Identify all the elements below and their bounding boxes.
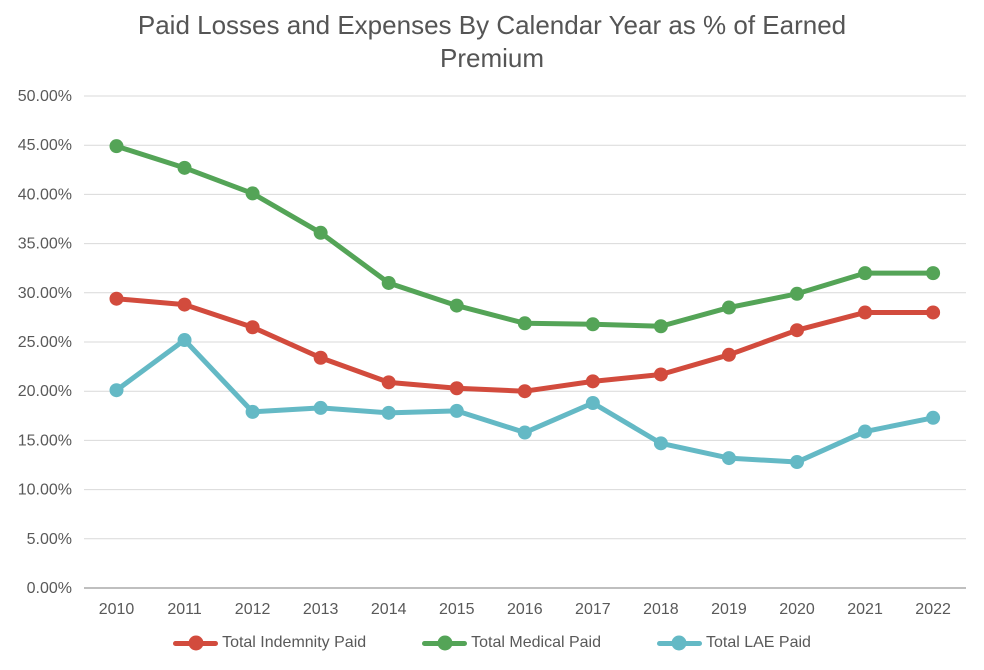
data-point-total-medical-paid-2014 bbox=[381, 275, 396, 290]
x-tick-label: 2010 bbox=[99, 601, 135, 618]
data-point-total-medical-paid-2017 bbox=[585, 317, 600, 332]
legend-dot-icon bbox=[437, 635, 453, 651]
data-point-total-medical-paid-2020 bbox=[790, 286, 804, 301]
x-tick-label: 2017 bbox=[575, 601, 611, 618]
data-point-total-indemnity-paid-2013 bbox=[313, 350, 328, 365]
data-point-total-indemnity-paid-2012 bbox=[245, 320, 260, 335]
x-tick-label: 2021 bbox=[847, 601, 883, 618]
data-point-total-indemnity-paid-2020 bbox=[790, 323, 804, 338]
legend-label: Total Medical Paid bbox=[471, 634, 601, 651]
legend-item-total-lae-paid: Total LAE Paid bbox=[656, 634, 811, 652]
x-tick-label: 2014 bbox=[371, 601, 407, 618]
data-point-total-indemnity-paid-2016 bbox=[517, 384, 532, 399]
x-tick-label: 2012 bbox=[235, 601, 271, 618]
data-point-total-medical-paid-2010 bbox=[109, 139, 124, 154]
data-point-total-medical-paid-2019 bbox=[721, 300, 736, 315]
data-point-total-indemnity-paid-2018 bbox=[653, 367, 668, 382]
data-point-total-indemnity-paid-2022 bbox=[926, 305, 941, 320]
chart-title: Paid Losses and Expenses By Calendar Yea… bbox=[0, 9, 984, 75]
chart-title-line-1: Paid Losses and Expenses By Calendar Yea… bbox=[137, 10, 847, 40]
data-point-total-medical-paid-2018 bbox=[653, 319, 668, 334]
legend-dot-icon bbox=[671, 635, 687, 651]
x-tick-label: 2020 bbox=[779, 601, 815, 618]
y-tick-label: 10.00% bbox=[18, 482, 72, 499]
data-point-total-medical-paid-2011 bbox=[177, 160, 192, 175]
y-tick-label: 15.00% bbox=[18, 432, 72, 449]
data-point-total-lae-paid-2021 bbox=[858, 424, 873, 439]
legend-line-marker-icon bbox=[656, 635, 702, 651]
data-point-total-indemnity-paid-2019 bbox=[721, 347, 736, 362]
series-line-total-indemnity-paid bbox=[114, 296, 936, 394]
x-tick-label: 2013 bbox=[303, 601, 339, 618]
data-point-total-medical-paid-2015 bbox=[449, 298, 464, 313]
legend-item-total-medical-paid: Total Medical Paid bbox=[422, 634, 601, 652]
y-tick-label: 30.00% bbox=[18, 285, 72, 302]
x-tick-label: 2019 bbox=[711, 601, 747, 618]
y-tick-label: 35.00% bbox=[18, 236, 72, 253]
data-point-total-medical-paid-2016 bbox=[517, 316, 532, 331]
legend-line-marker-icon bbox=[422, 635, 468, 651]
data-point-total-lae-paid-2013 bbox=[313, 400, 328, 415]
data-point-total-lae-paid-2012 bbox=[245, 404, 260, 419]
data-point-total-lae-paid-2019 bbox=[721, 451, 736, 466]
chart-legend: Total Indemnity Paid Total Medical Paid To… bbox=[0, 634, 984, 652]
y-tick-label: 5.00% bbox=[27, 531, 72, 548]
y-tick-label: 50.00% bbox=[18, 88, 72, 105]
data-point-total-medical-paid-2022 bbox=[926, 266, 941, 281]
data-point-total-indemnity-paid-2017 bbox=[585, 374, 600, 389]
data-point-total-lae-paid-2010 bbox=[109, 383, 124, 398]
data-point-total-medical-paid-2021 bbox=[858, 266, 873, 281]
x-tick-label: 2018 bbox=[643, 601, 679, 618]
y-tick-label: 45.00% bbox=[18, 137, 72, 154]
data-point-total-lae-paid-2020 bbox=[790, 455, 804, 470]
x-tick-label: 2015 bbox=[439, 601, 475, 618]
data-point-total-lae-paid-2018 bbox=[653, 436, 668, 451]
data-point-total-lae-paid-2014 bbox=[381, 405, 396, 420]
legend-label: Total LAE Paid bbox=[705, 634, 811, 651]
data-point-total-lae-paid-2015 bbox=[449, 403, 464, 418]
data-point-total-medical-paid-2013 bbox=[313, 225, 328, 240]
legend-item-total-indemnity-paid: Total Indemnity Paid bbox=[173, 634, 366, 652]
y-tick-label: 20.00% bbox=[18, 383, 72, 400]
data-point-total-lae-paid-2016 bbox=[517, 425, 532, 440]
y-tick-label: 0.00% bbox=[27, 580, 72, 597]
chart-title-line-2: Premium bbox=[439, 43, 544, 73]
data-point-total-indemnity-paid-2014 bbox=[381, 375, 396, 390]
data-point-total-indemnity-paid-2015 bbox=[449, 381, 464, 396]
series-line-total-lae-paid bbox=[114, 337, 936, 465]
data-point-total-indemnity-paid-2010 bbox=[109, 291, 124, 306]
series-line-total-medical-paid bbox=[114, 143, 936, 329]
x-tick-label: 2022 bbox=[915, 601, 951, 618]
data-point-total-lae-paid-2022 bbox=[926, 410, 941, 425]
x-tick-label: 2011 bbox=[167, 601, 202, 618]
data-point-total-indemnity-paid-2011 bbox=[177, 297, 192, 312]
data-point-total-lae-paid-2011 bbox=[177, 333, 192, 348]
data-point-total-indemnity-paid-2021 bbox=[858, 305, 873, 320]
legend-label: Total Indemnity Paid bbox=[222, 634, 367, 651]
legend-dot-icon bbox=[188, 635, 204, 651]
data-point-total-lae-paid-2017 bbox=[585, 396, 600, 411]
x-tick-label: 2016 bbox=[507, 601, 543, 618]
y-tick-label: 25.00% bbox=[18, 334, 72, 351]
data-point-total-medical-paid-2012 bbox=[245, 186, 260, 201]
y-tick-label: 40.00% bbox=[18, 186, 72, 203]
legend-line-marker-icon bbox=[173, 635, 219, 651]
